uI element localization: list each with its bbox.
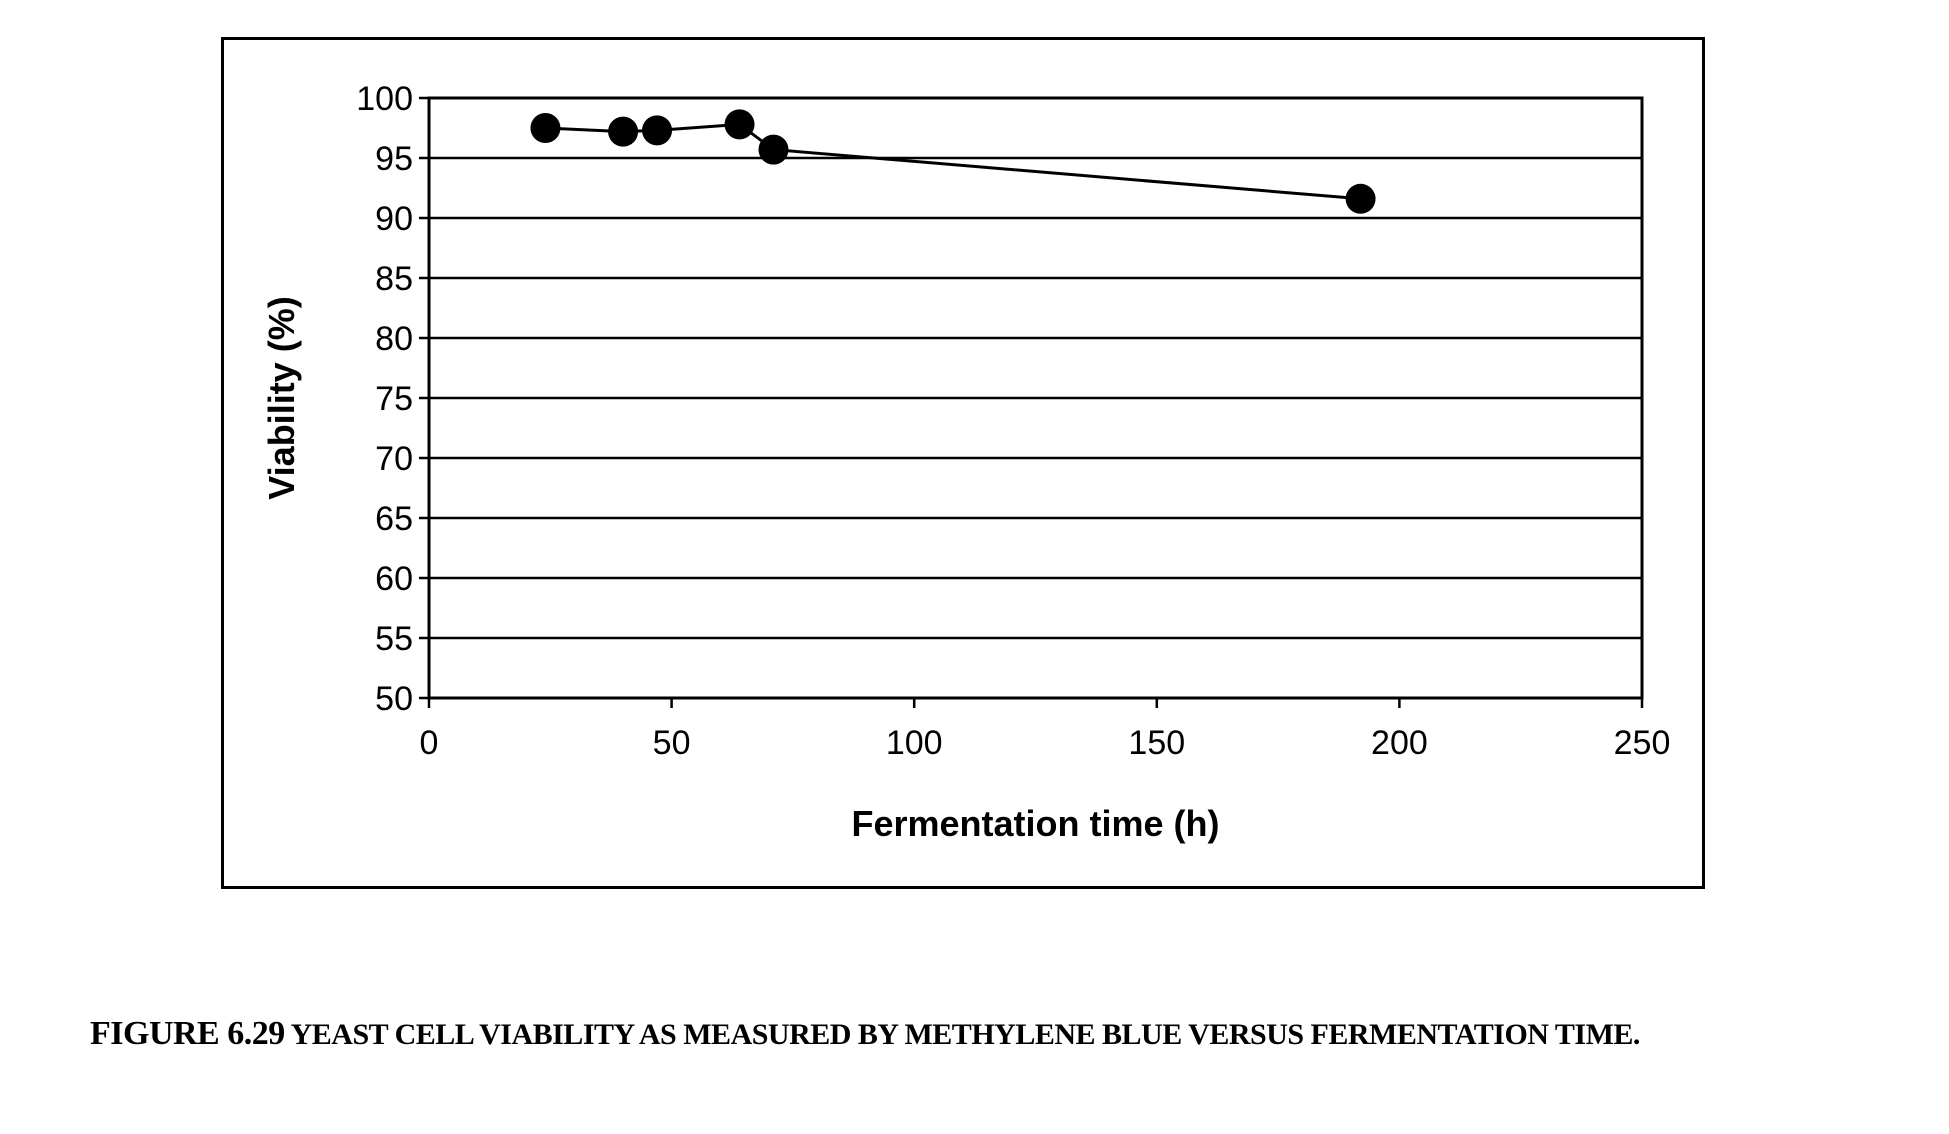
y-tick-label: 80 <box>375 320 413 358</box>
figure-label: Figure 6.29 <box>90 1015 285 1052</box>
data-point <box>758 135 788 165</box>
figure-caption: Figure 6.29 Yeast cell viability as meas… <box>90 1015 1890 1053</box>
data-point <box>530 113 560 143</box>
data-point <box>725 109 755 139</box>
y-tick-label: 65 <box>375 500 413 538</box>
x-tick-label: 150 <box>1128 724 1185 762</box>
grid-layer <box>429 98 1642 698</box>
data-point <box>1346 184 1376 214</box>
y-tick-label: 55 <box>375 620 413 658</box>
y-tick-label: 85 <box>375 260 413 298</box>
x-tick-label: 0 <box>420 724 439 762</box>
y-axis-title: Viability (%) <box>261 296 302 499</box>
x-axis-title: Fermentation time (h) <box>851 803 1219 844</box>
x-tick-label: 250 <box>1614 724 1671 762</box>
data-point <box>608 117 638 147</box>
axis-layer: 50556065707580859095100050100150200250 <box>356 80 1670 762</box>
y-tick-label: 75 <box>375 380 413 418</box>
figure-caption-text: Yeast cell viability as measured by meth… <box>291 1018 1640 1051</box>
y-tick-label: 50 <box>375 680 413 718</box>
chart-frame: 50556065707580859095100050100150200250 F… <box>221 37 1705 889</box>
x-tick-label: 100 <box>886 724 943 762</box>
viability-chart: 50556065707580859095100050100150200250 F… <box>224 40 1708 892</box>
x-tick-label: 50 <box>653 724 691 762</box>
y-tick-label: 95 <box>375 140 413 178</box>
y-tick-label: 100 <box>356 80 413 118</box>
y-tick-label: 70 <box>375 440 413 478</box>
data-point <box>642 115 672 145</box>
series-layer <box>530 109 1375 213</box>
y-tick-label: 60 <box>375 560 413 598</box>
y-tick-label: 90 <box>375 200 413 238</box>
x-tick-label: 200 <box>1371 724 1428 762</box>
